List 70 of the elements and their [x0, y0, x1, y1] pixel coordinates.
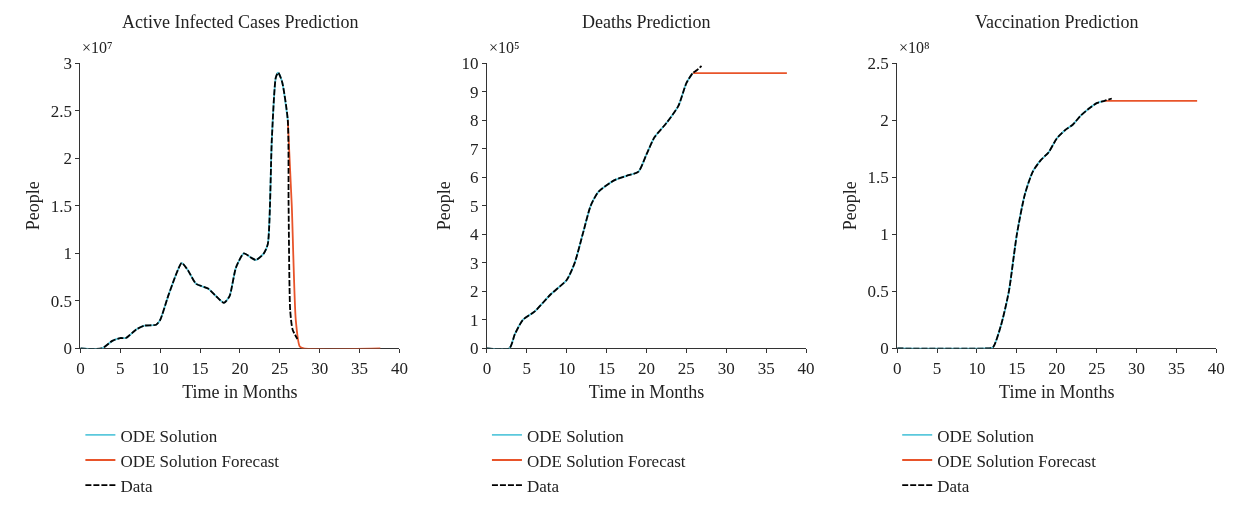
y-tick-label: 1.5	[867, 168, 889, 188]
x-tick-label: 10	[968, 358, 986, 378]
legend-label: ODE Solution	[937, 426, 1035, 446]
x-tick-label: 20	[637, 358, 655, 378]
text: ×10⁸	[899, 39, 930, 56]
y-tick-label: 1.5	[50, 196, 72, 216]
legend-label: ODE Solution	[526, 426, 625, 446]
y-tick-label: 6	[470, 168, 479, 188]
legend-label: ODE Solution Forecast	[526, 451, 686, 471]
x-tick-label: 10	[558, 358, 576, 378]
x-tick-label: 0	[76, 358, 85, 378]
y-tick-label: 7	[470, 139, 480, 159]
y-tick-label: 8	[470, 111, 479, 131]
x-tick-label: 30	[1128, 358, 1146, 378]
y-tick-label: 3	[470, 253, 479, 273]
y-tick-label: 2	[880, 111, 889, 131]
chart-title: Vaccination Prediction	[975, 12, 1139, 32]
x-tick-label: 35	[351, 358, 369, 378]
y-tick-label: 2	[470, 282, 479, 302]
y-axis-title: People	[433, 181, 454, 231]
y-tick-label: 1	[880, 225, 889, 245]
x-tick-label: 25	[677, 358, 695, 378]
y-tick-label: 9	[470, 82, 479, 102]
text: ×10⁷	[82, 39, 113, 56]
x-tick-label: 35	[1167, 358, 1185, 378]
x-tick-label: 40	[797, 358, 815, 378]
x-axis-title: Time in Months	[999, 381, 1115, 402]
x-axis-title: Time in Months	[182, 381, 298, 402]
x-tick-label: 30	[717, 358, 735, 378]
x-axis-title: Time in Months	[588, 381, 705, 402]
legend-label: Data	[937, 476, 970, 496]
y-tick-label: 3	[63, 54, 72, 74]
legend-label: Data	[526, 476, 560, 496]
x-tick-label: 15	[1008, 358, 1026, 378]
x-tick-label: 5	[116, 358, 125, 378]
x-tick-label: 5	[522, 358, 532, 378]
x-tick-label: 15	[191, 358, 209, 378]
x-tick-label: 20	[1048, 358, 1066, 378]
x-tick-label: 20	[231, 358, 249, 378]
y-tick-label: 2.5	[50, 101, 72, 121]
x-tick-label: 15	[598, 358, 616, 378]
y-tick-label: 1	[470, 310, 479, 330]
x-tick-label: 25	[1088, 358, 1106, 378]
legend-label: ODE Solution	[120, 426, 218, 446]
x-tick-label: 5	[932, 358, 942, 378]
x-tick-label: 40	[390, 358, 408, 378]
y-tick-label: 1	[63, 244, 72, 264]
x-tick-label: 35	[757, 358, 775, 378]
x-tick-label: 40	[1207, 358, 1225, 378]
y-tick-label: 2.5	[867, 54, 889, 74]
text: ×10⁵	[489, 39, 520, 56]
y-tick-label: 0	[880, 339, 889, 359]
chart-title: Deaths Prediction	[582, 12, 711, 32]
y-tick-label: 2	[63, 149, 72, 169]
y-tick-label: 10	[461, 54, 479, 74]
x-tick-label: 10	[151, 358, 169, 378]
x-tick-label: 30	[311, 358, 329, 378]
y-tick-label: 0.5	[867, 282, 889, 302]
x-tick-label: 25	[271, 358, 289, 378]
y-tick-label: 0.5	[50, 291, 72, 311]
chart-title: Active Infected Cases Prediction	[122, 12, 359, 32]
y-tick-label: 0	[470, 339, 479, 359]
legend-label: ODE Solution Forecast	[120, 451, 280, 471]
y-tick-label: 0	[63, 339, 72, 359]
y-tick-label: 4	[470, 225, 480, 245]
y-tick-label: 5	[470, 196, 479, 216]
y-axis-title: People	[22, 181, 43, 231]
legend-label: ODE Solution Forecast	[937, 451, 1097, 471]
legend-label: Data	[120, 476, 153, 496]
y-axis-title: People	[839, 181, 860, 231]
